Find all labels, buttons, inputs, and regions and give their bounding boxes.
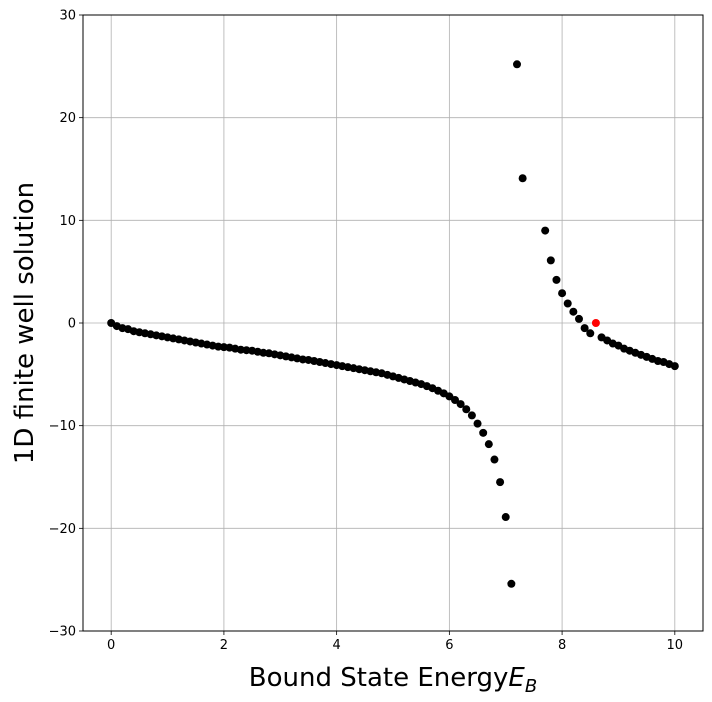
x-axis-label-symbol: E	[508, 663, 525, 693]
x-axis-label-text: Bound State Energy	[249, 663, 509, 693]
x-tick-label: 0	[107, 638, 115, 653]
data-point	[479, 428, 488, 437]
data-point	[552, 275, 561, 284]
data-point	[580, 324, 589, 333]
y-tick-label: 0	[68, 317, 76, 332]
data-point	[563, 299, 572, 308]
data-point	[507, 579, 516, 588]
y-tick-label: −30	[49, 625, 76, 640]
x-tick-label: 6	[445, 638, 453, 653]
data-point	[518, 174, 527, 183]
y-axis-label: 1D finite well solution	[10, 182, 40, 464]
data-point	[484, 440, 493, 449]
data-point	[670, 362, 679, 371]
x-axis-label-subscript: B	[525, 676, 537, 697]
x-tick-label: 8	[558, 638, 566, 653]
data-point	[501, 513, 510, 522]
x-tick-label: 2	[220, 638, 228, 653]
y-axis-ticks: −30 −20 −10 0 10 20 30	[49, 9, 83, 640]
data-point	[467, 411, 476, 420]
data-point	[546, 256, 555, 265]
x-axis-label: Bound State EnergyEB	[249, 663, 537, 697]
data-point	[541, 226, 550, 235]
data-point	[586, 329, 595, 338]
data-point	[456, 400, 465, 409]
data-point	[451, 396, 459, 404]
data-point	[462, 405, 471, 414]
data-point	[490, 455, 499, 464]
x-axis-ticks: 0 2 4 6 8 10	[107, 631, 683, 653]
y-tick-label: 30	[59, 9, 76, 24]
data-point	[496, 478, 505, 487]
data-points	[107, 60, 679, 588]
y-tick-label: 10	[59, 214, 76, 229]
x-tick-label: 10	[667, 638, 684, 653]
data-point	[569, 307, 578, 316]
root-point	[591, 319, 600, 327]
x-tick-label: 4	[332, 638, 340, 653]
data-point	[473, 419, 482, 428]
y-tick-label: −20	[49, 522, 76, 537]
data-point	[558, 289, 567, 298]
data-point	[575, 314, 583, 323]
y-tick-label: 20	[59, 111, 76, 126]
data-point	[513, 60, 521, 69]
y-tick-label: −10	[49, 419, 76, 434]
